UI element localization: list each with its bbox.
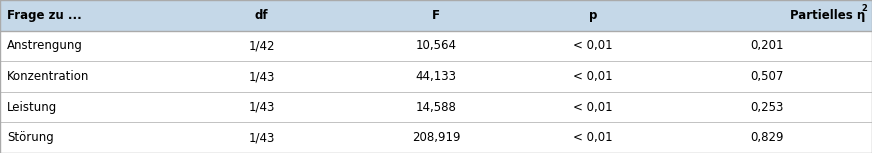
Text: 14,588: 14,588 — [416, 101, 456, 114]
Text: < 0,01: < 0,01 — [573, 131, 613, 144]
Text: Frage zu ...: Frage zu ... — [7, 9, 82, 22]
Text: 1/42: 1/42 — [249, 39, 275, 52]
Text: Störung: Störung — [7, 131, 54, 144]
Text: 1/43: 1/43 — [249, 70, 275, 83]
Text: < 0,01: < 0,01 — [573, 39, 613, 52]
Text: 0,507: 0,507 — [751, 70, 784, 83]
Text: 1/43: 1/43 — [249, 101, 275, 114]
Text: F: F — [432, 9, 440, 22]
Text: 0,253: 0,253 — [751, 101, 784, 114]
Text: < 0,01: < 0,01 — [573, 70, 613, 83]
Text: df: df — [255, 9, 269, 22]
Text: 0,829: 0,829 — [751, 131, 784, 144]
Text: 44,133: 44,133 — [415, 70, 457, 83]
Text: 1/43: 1/43 — [249, 131, 275, 144]
Bar — [0, 31, 872, 61]
Bar — [0, 0, 872, 31]
Bar — [0, 122, 872, 153]
Text: Konzentration: Konzentration — [7, 70, 89, 83]
Text: < 0,01: < 0,01 — [573, 101, 613, 114]
Bar — [0, 92, 872, 122]
Text: Leistung: Leistung — [7, 101, 58, 114]
Text: 10,564: 10,564 — [415, 39, 457, 52]
Text: 2: 2 — [862, 4, 868, 13]
Text: 0,201: 0,201 — [751, 39, 784, 52]
Bar — [0, 61, 872, 92]
Text: Anstrengung: Anstrengung — [7, 39, 83, 52]
Text: 208,919: 208,919 — [412, 131, 460, 144]
Text: p: p — [589, 9, 597, 22]
Text: Partielles η: Partielles η — [790, 9, 865, 22]
